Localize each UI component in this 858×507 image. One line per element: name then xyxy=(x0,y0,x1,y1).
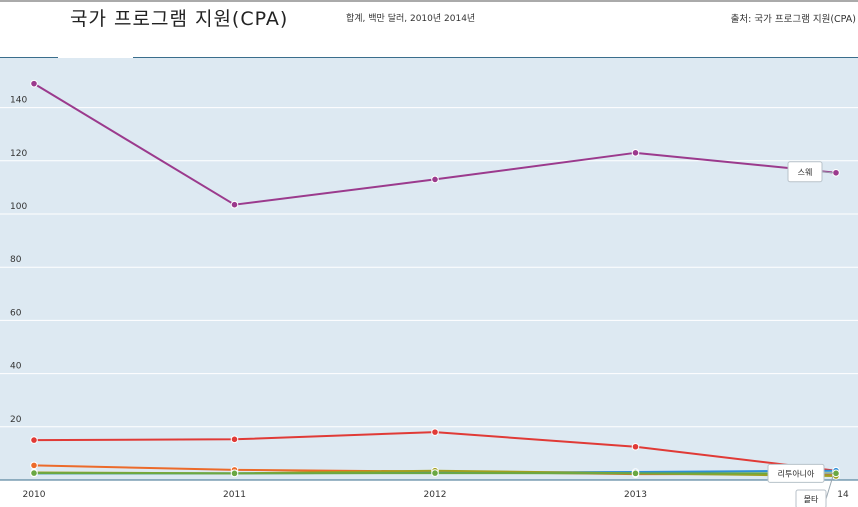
y-tick-label-60: 60 xyxy=(10,308,22,318)
series-0-point-2012 xyxy=(431,175,439,184)
callout-leader-2 xyxy=(825,475,834,500)
series-0-point-2010 xyxy=(30,79,38,88)
x-tick-label-2013: 2013 xyxy=(624,490,647,500)
chart-title: 국가 프로그램 지원(CPA) xyxy=(70,8,289,30)
source-note: 출처: 국가 프로그램 지원(CPA) xyxy=(730,14,856,25)
callout-leader-0 xyxy=(821,171,834,174)
callout-2: 몰타 xyxy=(795,475,834,507)
series-1-point-2012 xyxy=(431,428,439,436)
grid-lines xyxy=(0,107,858,428)
y-tick-label-20: 20 xyxy=(10,415,22,425)
line-chart: 20 40 60 80 100 120 140 2010 2011 2012 2013 14 스웨리… xyxy=(0,58,858,507)
series-lines xyxy=(30,79,840,480)
x-tick-labels: 2010 2011 2012 2013 14 xyxy=(23,490,849,500)
callout-label-0: 스웨 xyxy=(798,167,813,177)
series-0-point-2013 xyxy=(631,149,640,157)
series-5-point-2014 xyxy=(832,469,840,478)
header-rule xyxy=(0,57,858,58)
series-2-point-2010 xyxy=(30,461,38,470)
callout-box-0 xyxy=(787,161,823,183)
plot-background xyxy=(0,58,858,480)
series-1-point-2010 xyxy=(30,436,38,444)
callout-label-1: 리투아니아 xyxy=(778,468,815,478)
y-tick-label-120: 120 xyxy=(10,149,27,159)
series-5-point-2010 xyxy=(30,469,38,477)
series-5-point-2012 xyxy=(431,469,439,477)
callout-box-1 xyxy=(767,463,825,483)
series-1-point-2013 xyxy=(631,442,640,451)
callout-1: 리투아니아 xyxy=(767,463,833,483)
series-0-point-2014 xyxy=(832,168,840,177)
series-5-point-2011 xyxy=(230,469,239,478)
x-tick-label-2014: 14 xyxy=(837,490,849,500)
series-1-point-2011 xyxy=(230,435,239,444)
y-tick-label-80: 80 xyxy=(10,255,22,265)
x-tick-label-2012: 2012 xyxy=(424,490,447,500)
tab-notch xyxy=(58,56,133,59)
x-tick-label-2010: 2010 xyxy=(23,490,46,500)
series-0 xyxy=(30,79,840,209)
chart-subtitle: 합계, 백만 달러, 2010년 2014년 xyxy=(346,14,476,24)
series-5-point-2013 xyxy=(631,469,640,478)
callout-box-2 xyxy=(795,489,827,507)
series-0-point-2011 xyxy=(230,200,239,209)
callout-0: 스웨 xyxy=(787,161,834,183)
series-5 xyxy=(30,469,840,478)
top-border xyxy=(0,0,858,2)
y-tick-label-40: 40 xyxy=(10,362,22,372)
y-tick-label-140: 140 xyxy=(10,96,27,106)
y-tick-label-100: 100 xyxy=(10,202,27,212)
callout-label-2: 몰타 xyxy=(804,495,819,504)
x-tick-label-2011: 2011 xyxy=(223,490,246,500)
y-tick-labels: 20 40 60 80 100 120 140 xyxy=(10,96,27,425)
